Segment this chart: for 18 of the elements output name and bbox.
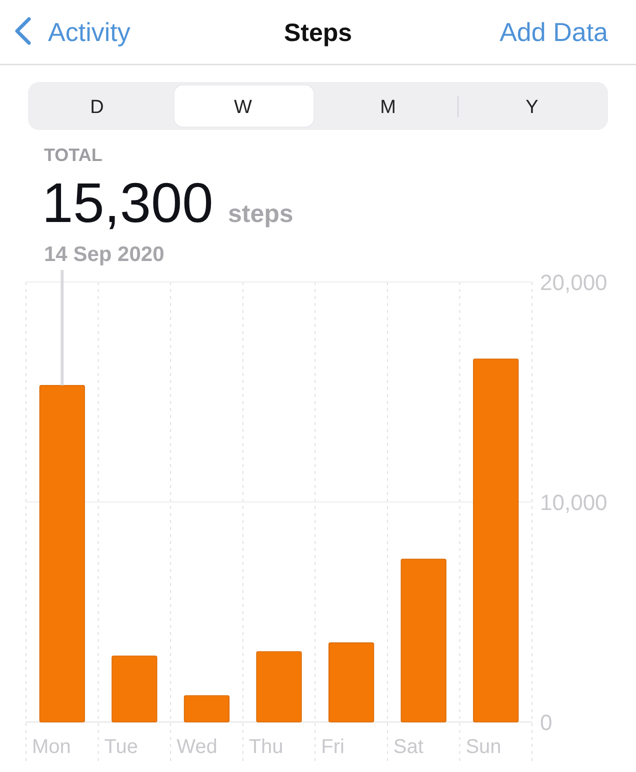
text: TOTAL — [44, 145, 102, 165]
bar — [184, 695, 230, 722]
text: W — [234, 97, 252, 118]
bar — [112, 656, 158, 722]
bar — [473, 358, 519, 722]
text: Activity — [48, 17, 130, 47]
bar — [256, 651, 302, 722]
text: 14 Sep 2020 — [44, 243, 164, 266]
text: steps — [228, 200, 294, 228]
bar — [400, 558, 446, 722]
annotation: 15,300 — [42, 171, 214, 234]
bar — [39, 385, 85, 722]
text: D — [90, 97, 104, 118]
chart-title: Steps — [284, 19, 352, 47]
text: Add Data — [500, 17, 609, 47]
text: M — [380, 97, 396, 118]
bar — [328, 642, 374, 722]
text: Y — [526, 97, 539, 118]
